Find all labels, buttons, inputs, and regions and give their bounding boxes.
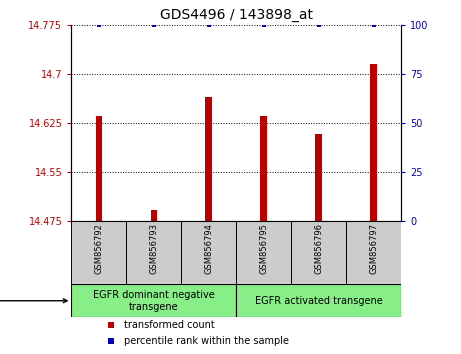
Bar [236, 221, 291, 284]
Text: EGFR activated transgene: EGFR activated transgene [255, 296, 383, 306]
Bar [370, 64, 377, 221]
Text: GSM856795: GSM856795 [259, 223, 268, 274]
Bar [95, 116, 102, 221]
Title: GDS4496 / 143898_at: GDS4496 / 143898_at [160, 8, 313, 22]
Bar [126, 221, 181, 284]
Bar [236, 284, 401, 318]
Bar [206, 97, 212, 221]
Bar [315, 134, 322, 221]
Text: percentile rank within the sample: percentile rank within the sample [124, 336, 289, 346]
Text: GSM856792: GSM856792 [95, 223, 103, 274]
Text: GSM856794: GSM856794 [204, 223, 213, 274]
Bar [260, 116, 267, 221]
Bar [151, 210, 157, 221]
Text: transformed count: transformed count [124, 320, 215, 330]
Text: GSM856797: GSM856797 [369, 223, 378, 274]
Text: GSM856793: GSM856793 [149, 223, 159, 274]
Text: GSM856796: GSM856796 [314, 223, 323, 274]
Bar [291, 221, 346, 284]
Bar [346, 221, 401, 284]
Bar [71, 221, 126, 284]
Text: EGFR dominant negative
transgene: EGFR dominant negative transgene [93, 290, 215, 312]
Bar [71, 284, 236, 318]
Bar [181, 221, 236, 284]
Text: genotype/variation: genotype/variation [0, 296, 67, 306]
